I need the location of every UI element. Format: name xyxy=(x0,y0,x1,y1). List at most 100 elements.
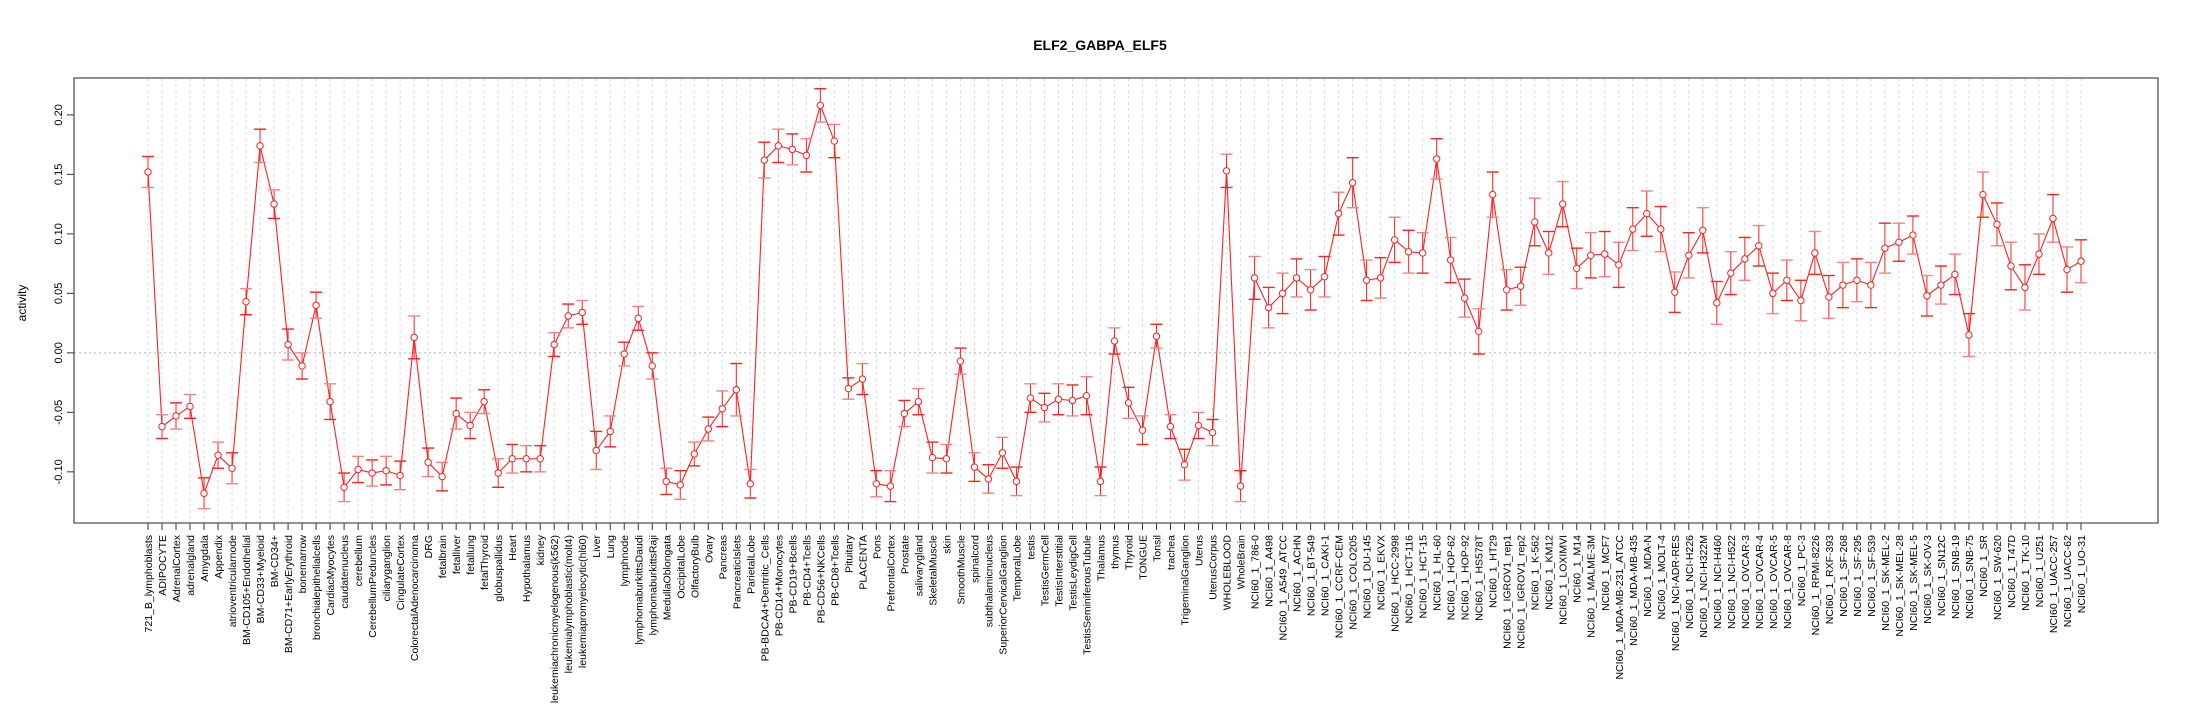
data-point xyxy=(1825,293,1833,301)
x-axis: 721_B_lymphoblasts ADIPOCYTE AdrenalCortex… xyxy=(143,522,2088,703)
x-tick-label: NCI60_1_HOP-62 xyxy=(1446,535,1458,620)
x-tick-label: TrigeminalGanglion xyxy=(1180,535,1192,626)
data-point xyxy=(872,480,881,488)
x-tick-label: NCI60_1_SNB-75 xyxy=(1964,535,1976,619)
data-point-group xyxy=(996,436,1009,469)
data-point-group xyxy=(1444,236,1457,284)
data-point xyxy=(1783,276,1791,284)
x-tick-label: NCI60_1_HCC-2998 xyxy=(1390,535,1402,632)
x-tick-label: AdrenalCortex xyxy=(171,534,183,602)
x-tick-label: Uterus xyxy=(1194,535,1206,566)
data-point-group xyxy=(926,441,939,474)
data-point-group xyxy=(870,469,883,498)
x-tick-label: NCI60_1_MDA-MB-231_ATCC xyxy=(1614,535,1626,680)
x-tick-label: Amygdala xyxy=(199,535,211,582)
x-tick-label: TestisInterstitial xyxy=(1053,535,1065,607)
x-tick-label: NCI60_1_T47D xyxy=(2006,535,2018,608)
data-point-group xyxy=(1514,266,1527,306)
x-tick-label: NCI60_1_PC-3 xyxy=(1796,535,1808,606)
data-point xyxy=(438,472,446,481)
data-point xyxy=(1320,273,1329,281)
data-point-group xyxy=(1164,414,1177,440)
data-point xyxy=(368,469,376,477)
data-point xyxy=(1474,327,1483,336)
data-point xyxy=(466,421,474,430)
data-point xyxy=(2077,257,2085,265)
x-tick-label: TemporalLobe xyxy=(1011,535,1023,602)
data-point-group xyxy=(506,443,519,474)
x-tick-label: OccipitalLobe xyxy=(675,535,687,599)
data-point-group xyxy=(1948,253,1961,296)
x-tick-label: PB-CD4+Tcells xyxy=(801,535,813,606)
data-point-group xyxy=(1346,157,1359,209)
x-tick-label: NCI60_1_SK-MEL-5 xyxy=(1908,535,1920,631)
data-point-group xyxy=(254,128,267,164)
data-point-group xyxy=(2075,239,2087,284)
data-point-group xyxy=(1108,327,1121,355)
data-point xyxy=(564,312,572,320)
data-point-group xyxy=(2046,193,2059,243)
data-point-group xyxy=(198,477,211,510)
data-point xyxy=(1643,209,1651,218)
data-point-group xyxy=(548,331,561,358)
data-point-group xyxy=(2004,241,2017,291)
data-point-group xyxy=(912,387,925,416)
data-point xyxy=(200,489,208,497)
x-tick-label: TestisLeydigCell xyxy=(1067,535,1079,611)
x-tick-label: NCI60_1_U251 xyxy=(2034,535,2046,608)
data-point-group xyxy=(856,362,869,396)
x-tick-label: NCI60_1_SW-620 xyxy=(1992,535,2004,620)
x-tick-label: NCI60_1_CCRF-CEM xyxy=(1334,535,1346,638)
x-tick-label: NCI60_1_786-0 xyxy=(1250,535,1262,609)
data-point-group xyxy=(1878,222,1891,274)
x-tick-label: NCI60_1_EKVX xyxy=(1376,535,1388,610)
data-point xyxy=(1741,255,1749,263)
data-point-group xyxy=(786,133,799,166)
data-point xyxy=(1769,289,1777,298)
x-tick-label: NCI60_1_COLO205 xyxy=(1348,535,1360,630)
data-point xyxy=(1923,292,1931,300)
x-tick-label: Pituitary xyxy=(843,534,855,573)
data-point-group xyxy=(646,352,659,380)
data-point-group xyxy=(1024,383,1037,414)
data-point-group xyxy=(2060,246,2073,293)
data-point-group xyxy=(604,415,617,448)
data-point xyxy=(1895,238,1903,246)
data-point xyxy=(1713,299,1721,307)
data-point-group xyxy=(982,463,995,494)
data-point xyxy=(774,142,783,150)
data-point xyxy=(1054,395,1063,403)
data-point xyxy=(1376,274,1385,282)
x-tick-label: NCI60_1_OVCAR-3 xyxy=(1740,535,1752,629)
plot-frame xyxy=(73,77,2159,524)
x-tick-label: NCI60_1_SK-MEL-28 xyxy=(1894,535,1906,637)
data-point xyxy=(144,168,152,176)
data-point-group xyxy=(170,402,183,430)
x-tick-label: NCI60_1_UACC-257 xyxy=(2048,535,2060,633)
x-tick-label: NCI60_1_A498 xyxy=(1264,535,1276,607)
data-point xyxy=(1124,399,1133,407)
x-tick-label: lymphomaburkittsDaudi xyxy=(633,535,645,645)
data-point xyxy=(578,308,586,317)
x-tick-label: NCI60_1_CAKI-1 xyxy=(1320,535,1332,616)
x-tick-label: NCI60_1_K-562 xyxy=(1530,535,1542,610)
x-tick-label: Thyroid xyxy=(1124,535,1136,570)
data-point xyxy=(1264,303,1273,312)
data-point-group xyxy=(1766,272,1779,315)
data-point-group xyxy=(1626,206,1639,252)
x-tick-label: UterusCorpus xyxy=(1208,535,1220,600)
data-point xyxy=(2035,250,2043,258)
x-tick-label: caudatenucleus xyxy=(339,535,351,609)
data-point-group xyxy=(520,444,533,473)
x-tick-label: NCI60_1_TK-10 xyxy=(2020,535,2032,611)
data-point-group xyxy=(296,352,309,380)
x-tick-label: NCI60_1_HT29 xyxy=(1488,535,1500,608)
data-point xyxy=(1334,209,1343,218)
data-point-group xyxy=(1696,206,1709,254)
x-tick-label: lymphnode xyxy=(619,535,631,587)
data-point xyxy=(1839,281,1847,289)
data-point xyxy=(942,455,951,463)
x-tick-label: fetalbrain xyxy=(437,535,449,578)
x-tick-label: NCI60_1_NCI-H226 xyxy=(1684,535,1696,629)
x-tick-label: NCI60_1_OVCAR-4 xyxy=(1754,535,1766,629)
